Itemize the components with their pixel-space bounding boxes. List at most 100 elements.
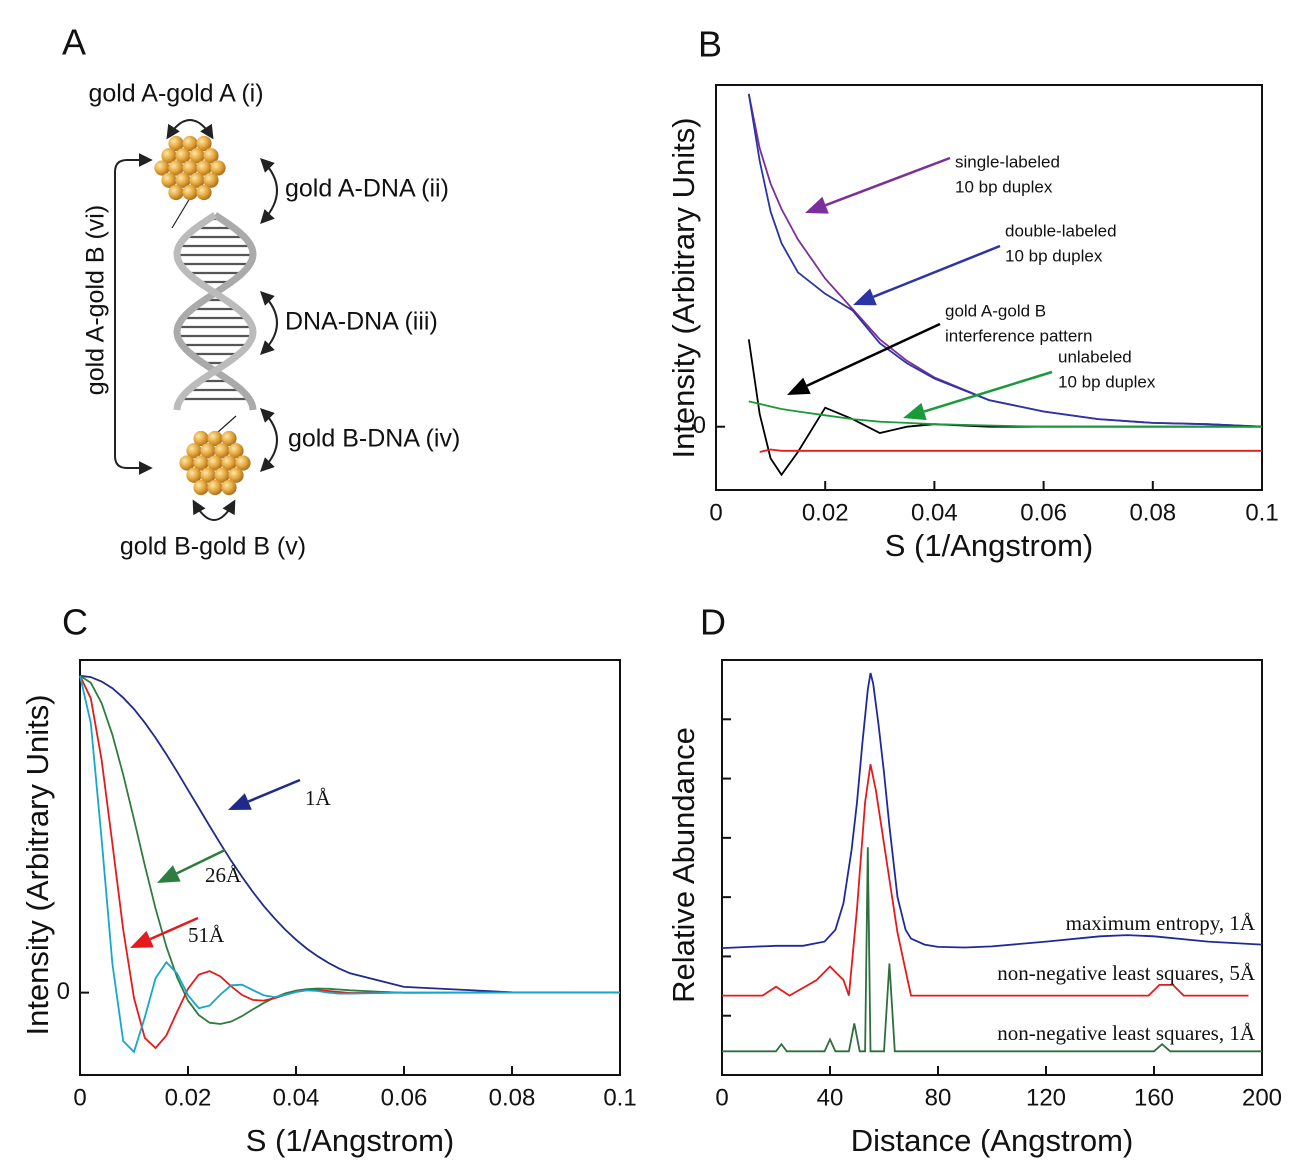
diagram-label: gold B-DNA (iv) bbox=[288, 425, 460, 453]
x-tick-label: 0 bbox=[709, 499, 722, 526]
gold-particle bbox=[175, 172, 191, 188]
strand bbox=[173, 212, 257, 411]
x-tick-label: 0.06 bbox=[1020, 499, 1067, 526]
annotation-arrow bbox=[176, 848, 226, 875]
gold-particle bbox=[193, 479, 209, 496]
series-label: 10 bp duplex bbox=[1058, 372, 1156, 391]
gold-particle bbox=[228, 443, 244, 459]
x-tick-label: 0.02 bbox=[802, 499, 849, 526]
y-tick-label: 0 bbox=[57, 978, 70, 1005]
gold-particle bbox=[203, 172, 219, 188]
diagram-label: gold B-gold B (v) bbox=[120, 533, 306, 561]
gold-particle bbox=[189, 148, 205, 164]
arrow bbox=[260, 158, 278, 225]
plot-frame bbox=[79, 659, 621, 1076]
series-line bbox=[79, 675, 620, 1054]
series-label: 10 bp duplex bbox=[1005, 246, 1103, 265]
gold-particle bbox=[196, 160, 212, 176]
x-tick-label: 0.08 bbox=[1129, 499, 1176, 526]
y-axis-label: Relative Abundance bbox=[666, 727, 701, 1003]
x-tick-label: 0.06 bbox=[381, 1084, 428, 1111]
annotation-arrow bbox=[247, 778, 301, 803]
gold-particle bbox=[221, 479, 237, 496]
x-tick-label: 0 bbox=[73, 1084, 86, 1111]
arrow-head bbox=[157, 865, 181, 883]
x-tick-label: 0.04 bbox=[273, 1084, 320, 1111]
gold-particle bbox=[235, 455, 251, 471]
gold-particle bbox=[182, 160, 198, 176]
annotation-arrow bbox=[806, 322, 941, 387]
x-tick-label: 120 bbox=[1026, 1084, 1066, 1111]
series-line bbox=[759, 448, 1262, 453]
gold-particle bbox=[193, 455, 209, 471]
strand bbox=[173, 212, 257, 411]
gold-particle bbox=[214, 467, 230, 483]
series-label: non-negative least squares, 1Å bbox=[997, 1021, 1256, 1045]
gold-particle bbox=[214, 443, 230, 459]
gold-particle bbox=[179, 455, 195, 471]
y-tick-label: 0 bbox=[693, 412, 706, 439]
x-tick-label: 40 bbox=[817, 1084, 844, 1111]
annotation-arrow bbox=[923, 370, 1053, 413]
gold-particle bbox=[189, 172, 205, 188]
y-axis-label: Intensity (Arbitrary Units) bbox=[20, 694, 55, 1035]
series-label: 26Å bbox=[205, 863, 242, 887]
arrow-head bbox=[853, 288, 877, 306]
linker bbox=[171, 197, 191, 229]
y-axis-label: Intensity (Arbitrary Units) bbox=[666, 117, 701, 458]
arrow bbox=[114, 153, 153, 475]
arrow-head bbox=[228, 793, 252, 810]
x-axis-label: S (1/Angstrom) bbox=[885, 528, 1093, 563]
diagram-label: gold A-gold A (i) bbox=[88, 80, 263, 108]
panel-a: A gold A-gold A (i) gold A-DNA (ii) DNA-… bbox=[62, 22, 460, 561]
series-label: 1Å bbox=[305, 786, 332, 810]
arrow bbox=[260, 408, 278, 472]
gold-particle bbox=[154, 160, 170, 176]
series-label: single-labeled bbox=[955, 152, 1060, 171]
gold-particle bbox=[161, 148, 177, 164]
series-line bbox=[79, 674, 621, 994]
gold-particle bbox=[228, 467, 244, 483]
gold-particle bbox=[175, 148, 191, 164]
x-axis-label: Distance (Angstrom) bbox=[851, 1123, 1134, 1158]
annotation-arrow bbox=[872, 244, 1001, 298]
gold-particle bbox=[200, 467, 216, 483]
arrow bbox=[260, 291, 278, 355]
arrow-head bbox=[787, 377, 811, 395]
gold-particle bbox=[186, 467, 202, 483]
panel-letter: A bbox=[62, 22, 86, 63]
gold-particle bbox=[221, 430, 237, 447]
x-axis-label: S (1/Angstrom) bbox=[246, 1123, 454, 1158]
annotation-arrow bbox=[825, 156, 951, 207]
series-label: interference pattern bbox=[945, 326, 1092, 345]
gold-particle bbox=[196, 184, 212, 201]
gold-particle bbox=[182, 184, 198, 201]
series-line bbox=[721, 672, 1263, 949]
gold-particle bbox=[200, 443, 216, 459]
gold-particle bbox=[168, 184, 184, 201]
gold-particle bbox=[203, 148, 219, 164]
gold-particle bbox=[207, 479, 223, 496]
x-tick-label: 0.04 bbox=[911, 499, 958, 526]
panel-letter: C bbox=[62, 602, 88, 643]
panel-letter: D bbox=[700, 602, 726, 643]
diagram-label: gold A-DNA (ii) bbox=[285, 175, 449, 203]
gold-particle bbox=[182, 135, 198, 152]
panel-letter: B bbox=[698, 24, 722, 65]
gold-particle bbox=[168, 160, 184, 176]
x-tick-label: 0.1 bbox=[1245, 499, 1278, 526]
series-line bbox=[748, 400, 1262, 428]
arrow bbox=[166, 119, 214, 140]
gold-particle bbox=[196, 135, 212, 152]
gold-particle bbox=[186, 443, 202, 459]
arrow-head bbox=[130, 930, 154, 948]
series-line bbox=[747, 93, 1263, 428]
plot-frame bbox=[715, 84, 1263, 491]
series-label: 10 bp duplex bbox=[955, 177, 1053, 196]
series-label: 51Å bbox=[188, 923, 225, 947]
gold-particle bbox=[210, 160, 226, 176]
plot-frame bbox=[721, 659, 1263, 1076]
gold-particle bbox=[161, 172, 177, 188]
arrow-head bbox=[903, 402, 927, 421]
